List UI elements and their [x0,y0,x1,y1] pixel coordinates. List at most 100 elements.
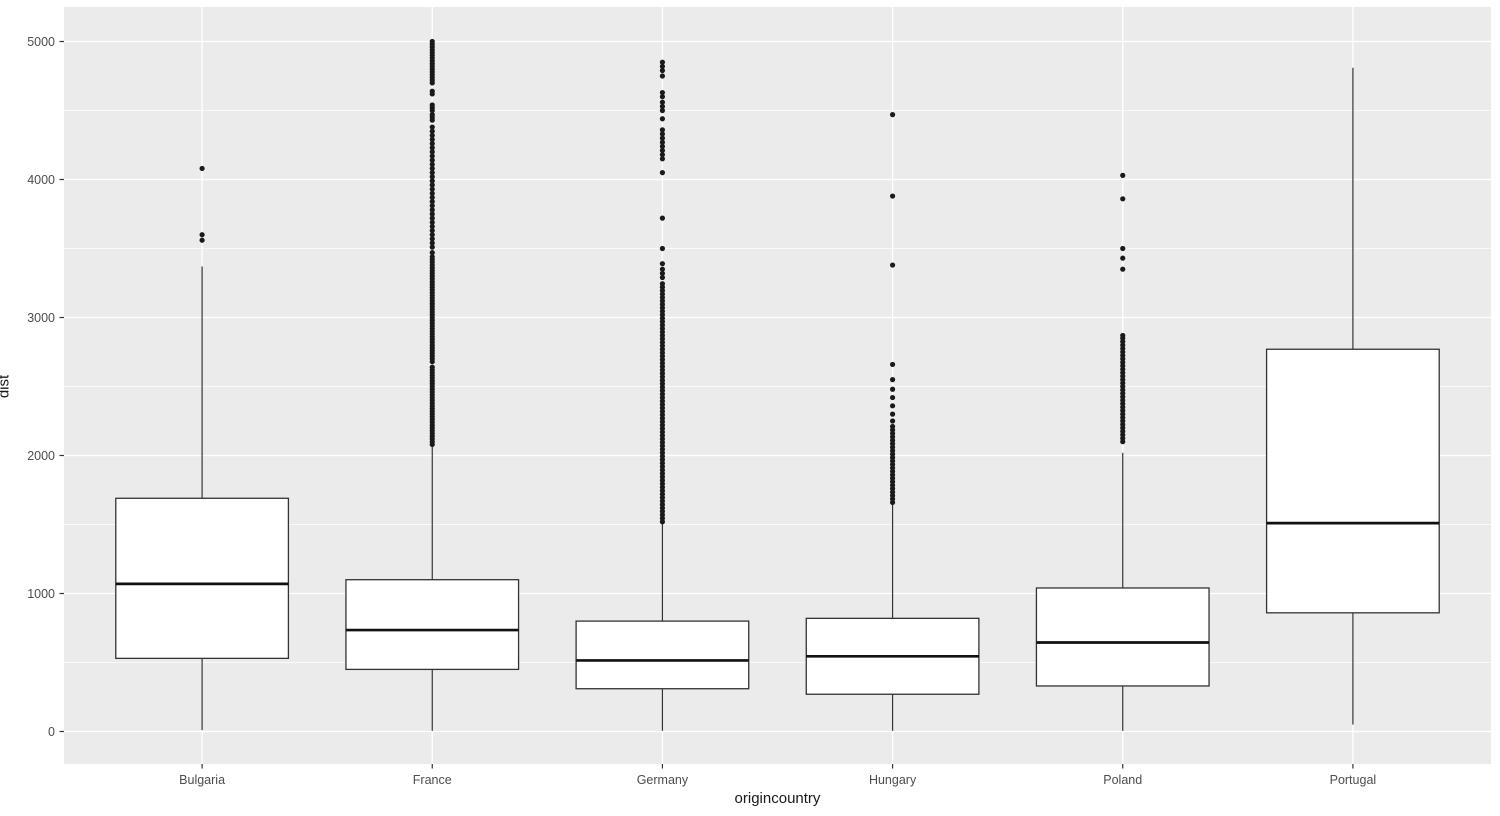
outlier-point [429,124,435,130]
outlier-point [429,244,435,250]
outlier-point [429,207,435,213]
outlier-point [429,227,435,234]
outlier-point [659,170,666,176]
outlier-point [889,418,896,424]
y-tick-label: 1000 [27,587,55,601]
outlier-point [659,73,666,79]
x-axis-title: origincountry [734,790,821,807]
outlier-point [1120,245,1126,252]
outlier-point [659,245,666,252]
outlier-point [429,132,435,138]
y-tick-label: 3000 [27,311,55,325]
outlier-point [429,182,435,188]
outlier-point [1120,332,1126,339]
outlier-point [659,139,666,145]
outlier-point [659,261,666,267]
outlier-point [889,262,896,268]
y-tick-label: 2000 [27,449,55,463]
outlier-point [659,103,666,109]
outlier-point [429,254,435,260]
outlier-point [429,161,435,167]
outlier-point [659,156,666,162]
outlier-point [429,157,435,163]
outlier-point [429,136,435,143]
outlier-point [429,215,435,221]
outlier-point [429,194,435,201]
outlier-point [1120,255,1126,261]
outlier-point [659,135,666,141]
outlier-point [659,281,666,287]
outlier-point [889,386,896,392]
x-tick-label: Hungary [869,773,917,787]
x-tick-label: France [413,773,452,787]
outlier-point [429,211,435,217]
outlier-point [889,377,896,383]
outlier-point [889,193,896,199]
outlier-point [429,219,435,225]
outlier-point [659,99,666,105]
outlier-point [659,67,666,74]
box-france [345,579,520,671]
outlier-point [429,128,435,134]
outlier-point [659,143,666,149]
box-portugal [1265,348,1440,614]
outlier-point [429,88,435,94]
outlier-point [429,38,435,45]
outlier-point [659,94,666,100]
outlier-point [429,203,435,209]
outlier-point [659,152,666,158]
box-poland [1035,587,1210,687]
outlier-point [429,186,435,192]
outlier-point [659,59,666,65]
outlier-point [659,89,666,96]
outlier-point [429,170,435,176]
outlier-point [1120,196,1126,202]
outlier-point [199,232,205,238]
outlier-point [429,112,435,118]
outlier-point [889,423,896,430]
outlier-point [429,223,435,230]
outlier-point [429,174,435,180]
outlier-point [429,240,435,246]
y-tick-label: 0 [48,725,55,739]
outlier-point [429,145,435,151]
outlier-point [429,364,435,370]
plot-panel [64,7,1491,764]
outlier-point [429,236,435,242]
x-tick-label: Bulgaria [179,773,225,787]
outlier-point [659,266,666,272]
outlier-point [659,274,666,281]
outlier-point [1120,172,1126,178]
outlier-point [199,165,205,172]
outlier-point [199,237,205,243]
y-axis-title: dist [0,374,13,399]
outlier-point [889,411,896,417]
x-tick-label: Poland [1103,773,1142,787]
x-tick-label: Portugal [1330,773,1377,787]
y-tick-label: 4000 [27,173,55,187]
outlier-point [659,63,666,69]
x-tick-label: Germany [637,773,689,787]
outlier-point [659,107,666,114]
outlier-point [429,198,435,205]
outlier-point [429,153,435,159]
outlier-point [889,112,896,118]
outlier-point [1120,266,1126,272]
outlier-point [429,250,435,256]
outlier-point [659,116,666,122]
outlier-point [659,215,666,221]
y-tick-label: 5000 [27,35,55,49]
outlier-point [429,165,435,172]
outlier-point [659,127,666,133]
outlier-point [659,131,666,137]
outlier-point [429,232,435,238]
outlier-point [889,394,896,401]
outlier-point [429,102,435,108]
box-germany [575,620,750,690]
box-bulgaria [115,497,290,660]
outlier-point [659,147,666,154]
outlier-point [429,149,435,155]
outlier-point [429,141,435,147]
